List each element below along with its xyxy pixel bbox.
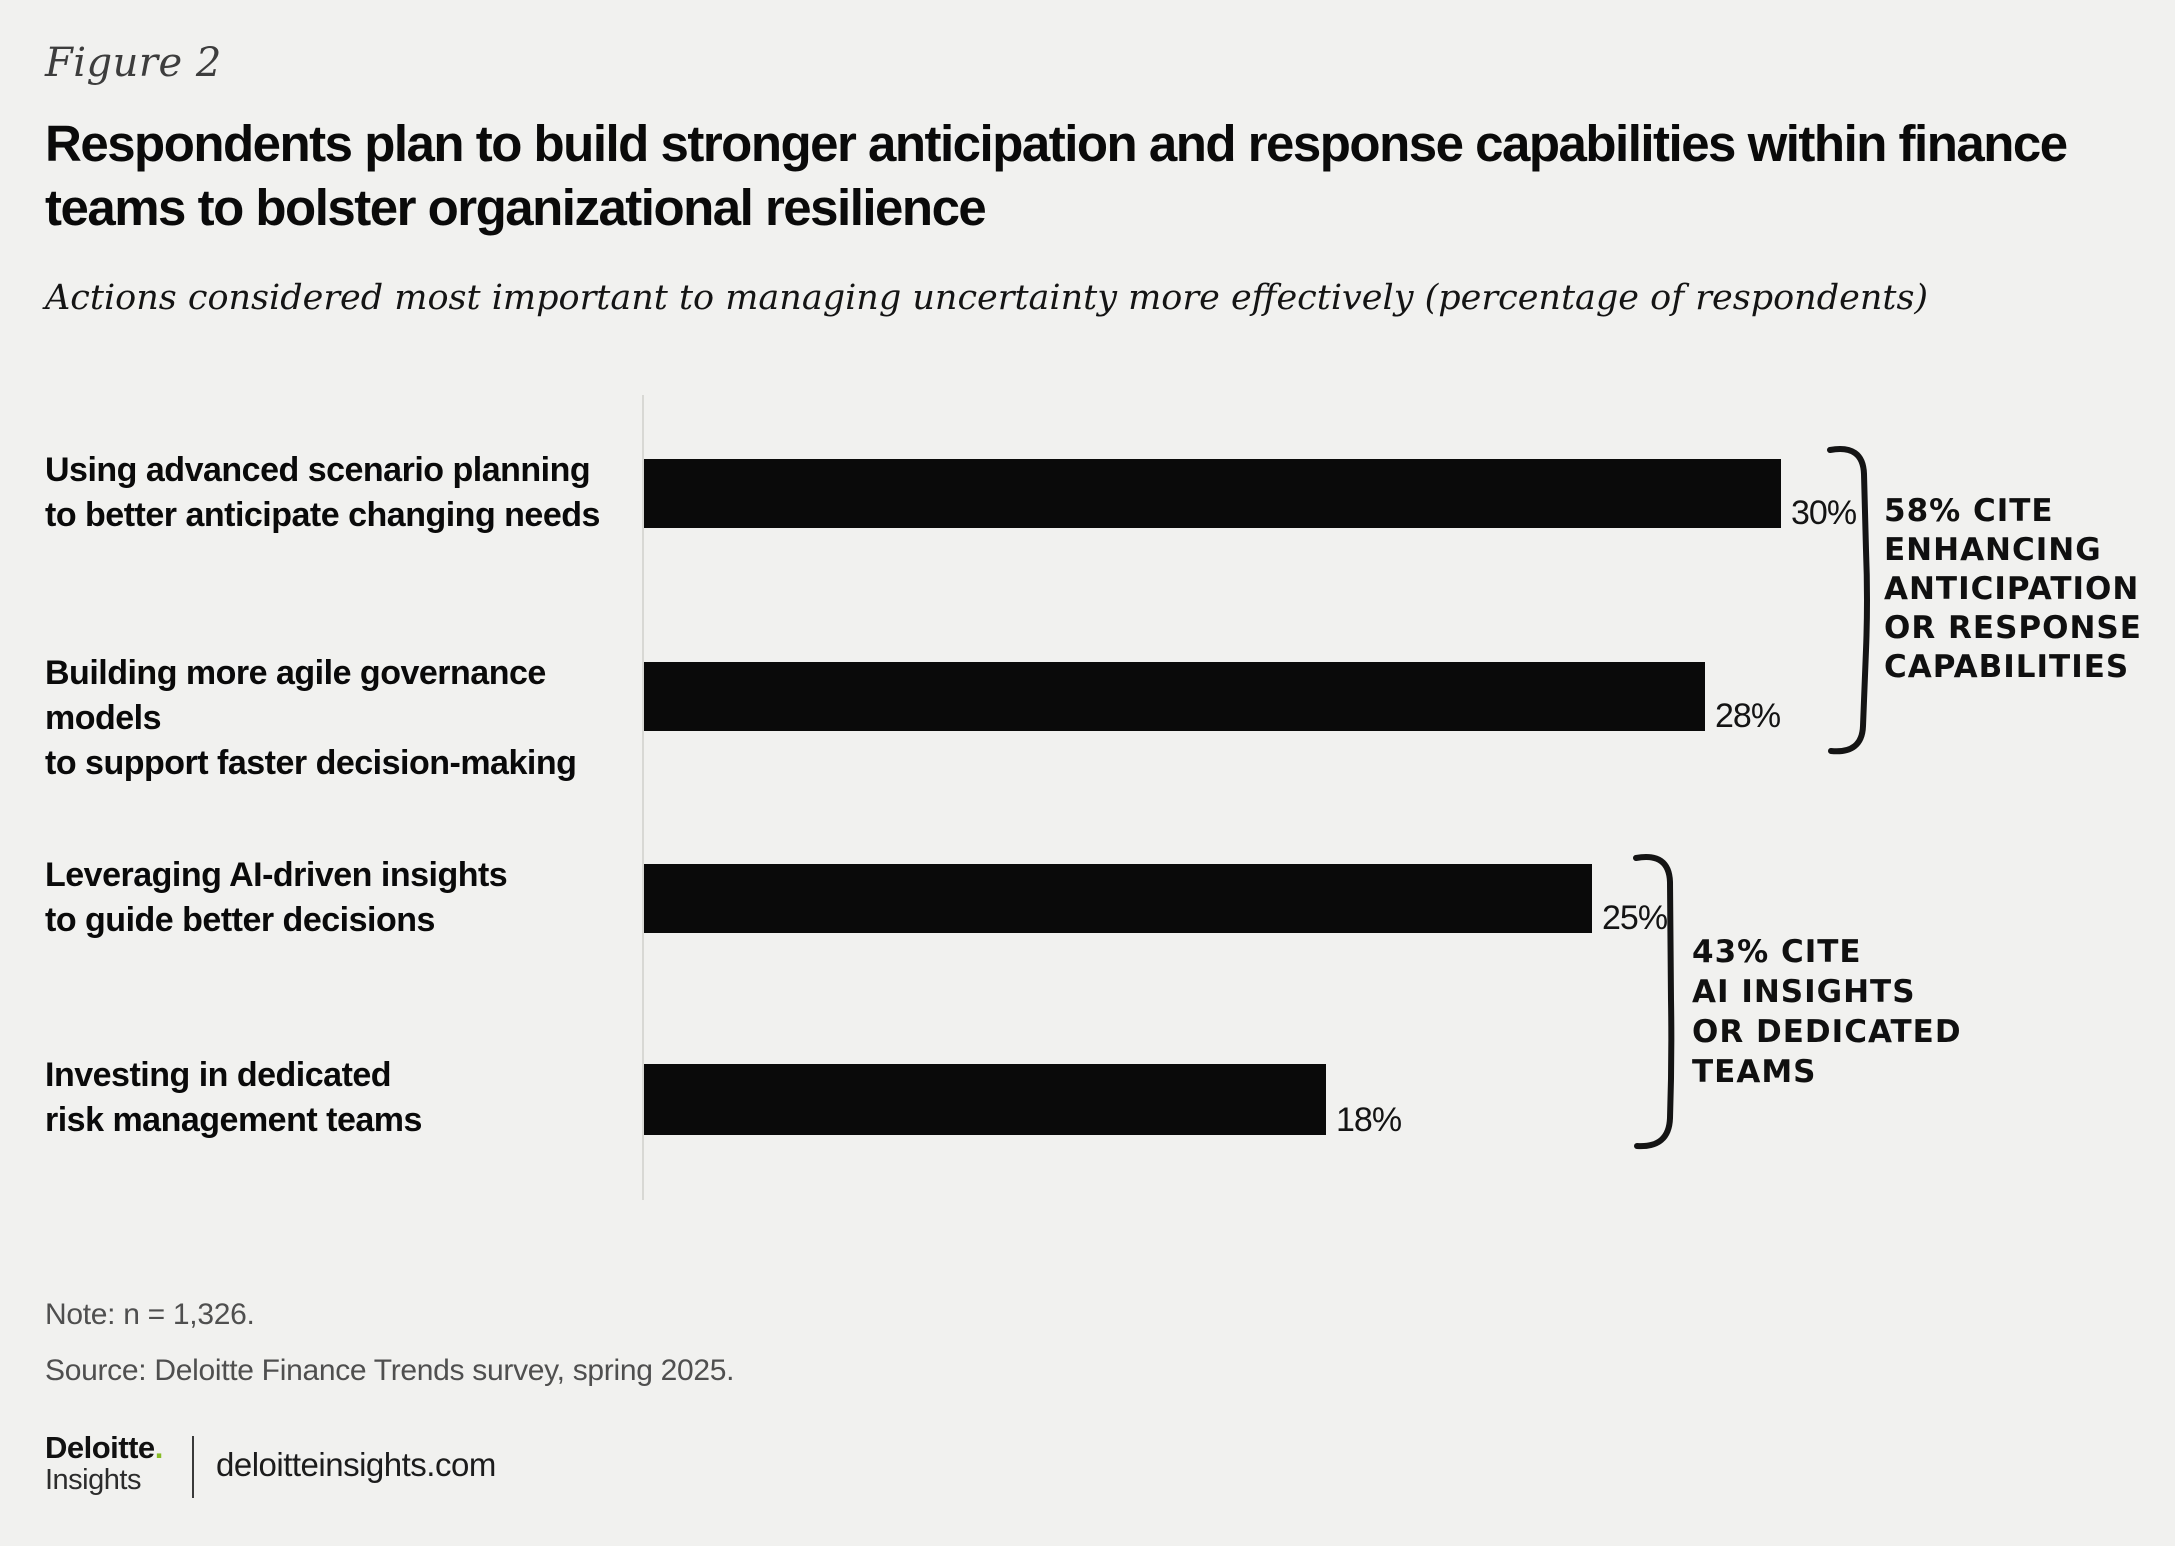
category-label: Investing in dedicated risk management te… [45, 1053, 605, 1143]
y-axis-baseline [642, 395, 644, 1200]
bar-scenario-planning [644, 459, 1781, 528]
category-label-line: Leveraging AI-driven insights [45, 856, 508, 894]
annotation-43-percent: 43% CITE AI INSIGHTS OR DEDICATED TEAMS [1692, 932, 1962, 1092]
category-label-line: Building more agile governance models [45, 654, 546, 737]
deloitte-insights-logo: Deloitte. Insights [45, 1432, 163, 1497]
value-label: 28% [1715, 697, 1781, 735]
category-label-line: risk management teams [45, 1101, 422, 1139]
category-label: Using advanced scenario planning to bette… [45, 448, 605, 538]
annotation-line: OR RESPONSE [1884, 610, 2142, 646]
brand-name: Deloitte [45, 1430, 155, 1465]
annotation-line: AI INSIGHTS [1692, 974, 1916, 1010]
site-link[interactable]: deloitteinsights.com [216, 1446, 496, 1483]
annotation-line: ANTICIPATION [1884, 571, 2140, 607]
chart-title: Respondents plan to build stronger antic… [45, 112, 2068, 240]
annotation-line: TEAMS [1692, 1054, 1817, 1090]
annotation-line: 58% CITE [1884, 493, 2054, 529]
category-label: Leveraging AI-driven insights to guide be… [45, 853, 605, 943]
brand-green-dot-icon: . [154, 1430, 164, 1465]
category-label-line: Investing in dedicated [45, 1056, 392, 1094]
annotation-line: ENHANCING [1884, 532, 2102, 568]
bar-ai-insights [644, 864, 1592, 933]
category-label-line: to guide better decisions [45, 901, 435, 939]
annotation-58-percent: 58% CITE ENHANCING ANTICIPATION OR RESPONSE… [1884, 492, 2142, 687]
bar-agile-governance [644, 662, 1705, 731]
figure-label: Figure 2 [45, 40, 222, 86]
footer-divider [192, 1436, 194, 1498]
source-text: Source: Deloitte Finance Trends survey, … [45, 1354, 735, 1387]
insights-wordmark: Insights [45, 1464, 141, 1496]
annotation-line: CAPABILITIES [1884, 649, 2130, 685]
annotation-line: OR DEDICATED [1692, 1014, 1962, 1050]
note-text: Note: n = 1,326. [45, 1298, 255, 1331]
annotation-line: 43% CITE [1692, 934, 1862, 970]
category-label: Building more agile governance models to … [45, 651, 605, 786]
value-label: 18% [1336, 1101, 1402, 1139]
title-line: teams to bolster organizational resilien… [45, 179, 987, 236]
value-label: 25% [1602, 899, 1668, 937]
category-label-line: to support faster decision-making [45, 744, 577, 782]
title-line: Respondents plan to build stronger antic… [45, 115, 2068, 172]
value-label: 30% [1791, 494, 1857, 532]
bar-risk-teams [644, 1064, 1326, 1135]
category-label-line: to better anticipate changing needs [45, 496, 600, 534]
category-label-line: Using advanced scenario planning [45, 451, 591, 489]
deloitte-wordmark: Deloitte. [45, 1432, 163, 1463]
chart-subtitle: Actions considered most important to man… [45, 278, 1929, 318]
